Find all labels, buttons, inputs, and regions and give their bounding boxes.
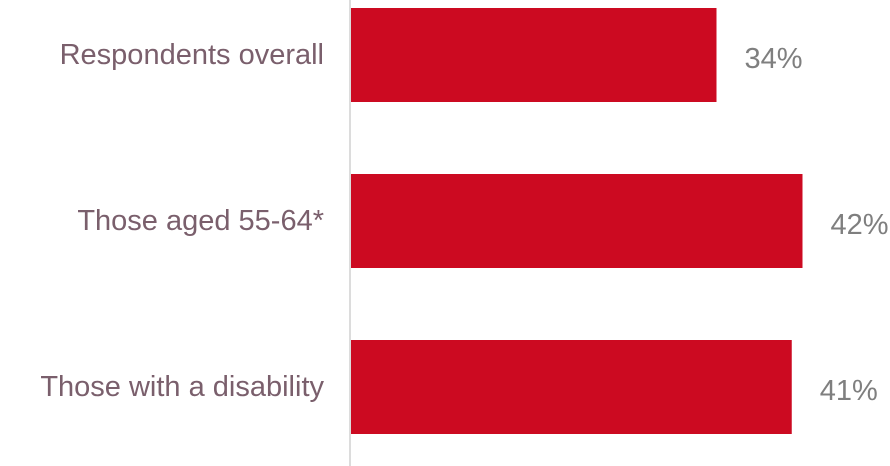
bar-2 — [351, 174, 803, 268]
bars-layer: Respondents overall 34% Those aged 55-64* 4… — [40, 8, 889, 434]
category-label-2: Those aged 55-64* — [77, 205, 324, 237]
category-label-1: Respondents overall — [60, 39, 324, 71]
bar-1 — [351, 8, 717, 102]
bar-3 — [351, 340, 792, 434]
data-label-2: 42% — [831, 209, 889, 241]
data-label-1: 34% — [745, 43, 803, 75]
data-label-3: 41% — [820, 375, 878, 407]
category-label-3: Those with a disability — [40, 371, 324, 403]
